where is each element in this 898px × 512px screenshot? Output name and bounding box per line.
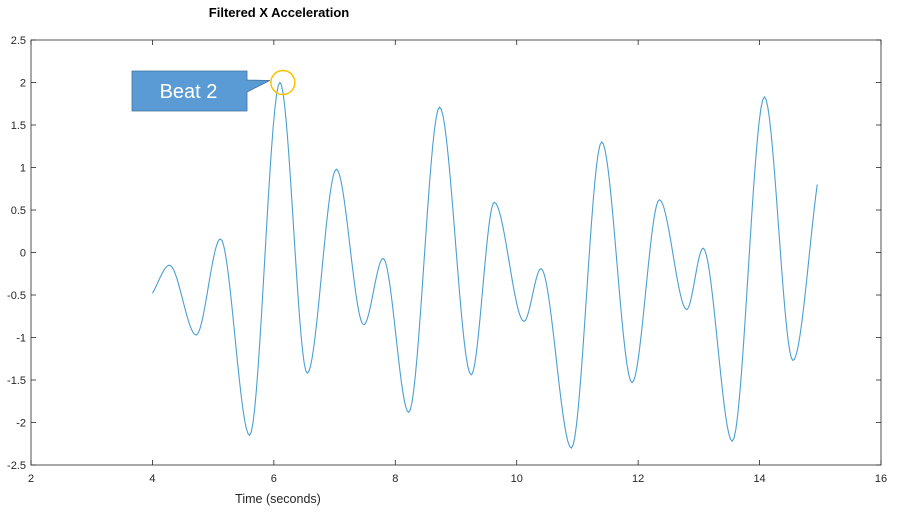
x-tick-label: 10 xyxy=(511,473,523,485)
axis-tick-labels: 2 4 6 8 10 12 14 16 -2.5 -2 -1.5 -1 -0.5 0 0.5 1 1.5 2 2.5 xyxy=(7,35,887,485)
y-tick-label: 2.5 xyxy=(11,35,26,47)
x-axis-label: Time (seconds) xyxy=(235,492,321,506)
y-tick-label: -2.5 xyxy=(7,460,26,472)
y-tick-label: 0 xyxy=(20,248,26,260)
annotation-marker xyxy=(270,69,296,96)
annotation-callout xyxy=(131,70,271,112)
axis-ticks xyxy=(30,39,882,466)
x-tick-label: 16 xyxy=(875,473,887,485)
y-tick-label: 1.5 xyxy=(11,120,26,132)
y-tick-label: 2 xyxy=(20,78,26,90)
x-tick-label: 8 xyxy=(392,473,398,485)
annotation: Beat 2 xyxy=(131,69,296,112)
y-tick-label: 1 xyxy=(20,163,26,175)
chart-title: Filtered X Acceleration xyxy=(208,5,350,20)
x-tick-label: 6 xyxy=(271,473,277,485)
y-tick-label: -1.5 xyxy=(7,375,26,387)
y-tick-label: 0.5 xyxy=(11,205,26,217)
y-tick-label: -0.5 xyxy=(7,290,26,302)
y-tick-label: -1 xyxy=(16,333,26,345)
x-tick-label: 14 xyxy=(753,473,765,485)
annotation-label: Beat 2 xyxy=(160,81,218,103)
x-tick-label: 12 xyxy=(632,473,644,485)
x-tick-label: 2 xyxy=(28,473,34,485)
series-line xyxy=(151,81,818,449)
x-tick-label: 4 xyxy=(149,473,155,485)
y-tick-label: -2 xyxy=(16,418,26,430)
